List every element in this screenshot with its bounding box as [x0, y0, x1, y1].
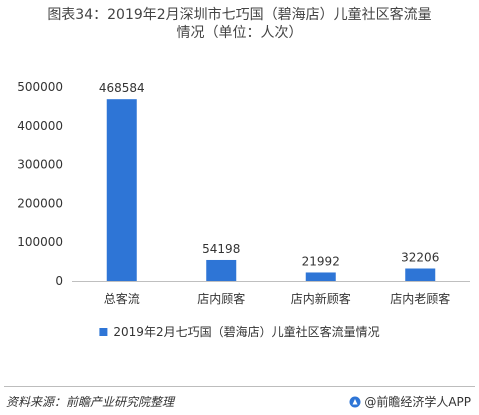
footer-divider [4, 386, 475, 387]
y-tick-label-5: 500000 [17, 80, 63, 94]
y-tick-label-1: 100000 [17, 235, 63, 249]
x-tick-label-2: 店内新顾客 [291, 291, 351, 306]
chart-title-line-2: 情况（单位：人次） [176, 25, 303, 41]
bar-3 [405, 268, 436, 281]
chart-title: 图表34：2019年2月深圳市七巧国（碧海店）儿童社区客流量 情况（单位：人次） [0, 6, 479, 42]
legend-swatch [99, 328, 108, 336]
legend-label: 2019年2月七巧国（碧海店）儿童社区客流量情况 [113, 324, 379, 339]
value-label-1: 54198 [202, 242, 240, 256]
x-tick-label-3: 店内老顾客 [390, 291, 450, 306]
brand-text: @前瞻经济学人APP [364, 395, 471, 409]
y-tick-label-2: 200000 [17, 196, 63, 210]
value-label-3: 32206 [401, 251, 439, 265]
chart-title-line-1: 图表34：2019年2月深圳市七巧国（碧海店）儿童社区客流量 [47, 7, 432, 23]
y-tick-label-0: 0 [55, 274, 63, 288]
brand-logo-icon [349, 396, 361, 407]
brand-credit: @前瞻经济学人APP [349, 393, 471, 410]
x-tick-label-1: 店内顾客 [197, 291, 245, 306]
source-note: 资料来源：前瞻产业研究院整理 [6, 395, 175, 409]
value-label-0: 468584 [99, 81, 145, 95]
bar-0 [106, 99, 137, 281]
bar-1 [206, 259, 237, 281]
y-tick-label-3: 300000 [17, 158, 63, 172]
x-tick-label-0: 总客流 [104, 291, 140, 306]
y-tick-label-4: 400000 [17, 119, 63, 133]
bar-chart: 0 100000 200000 300000 400000 500000 468584 总客流… [17, 80, 470, 339]
footer: 资料来源：前瞻产业研究院整理 @前瞻经济学人APP [0, 386, 479, 415]
value-label-2: 21992 [302, 254, 340, 268]
bar-2 [305, 272, 336, 281]
